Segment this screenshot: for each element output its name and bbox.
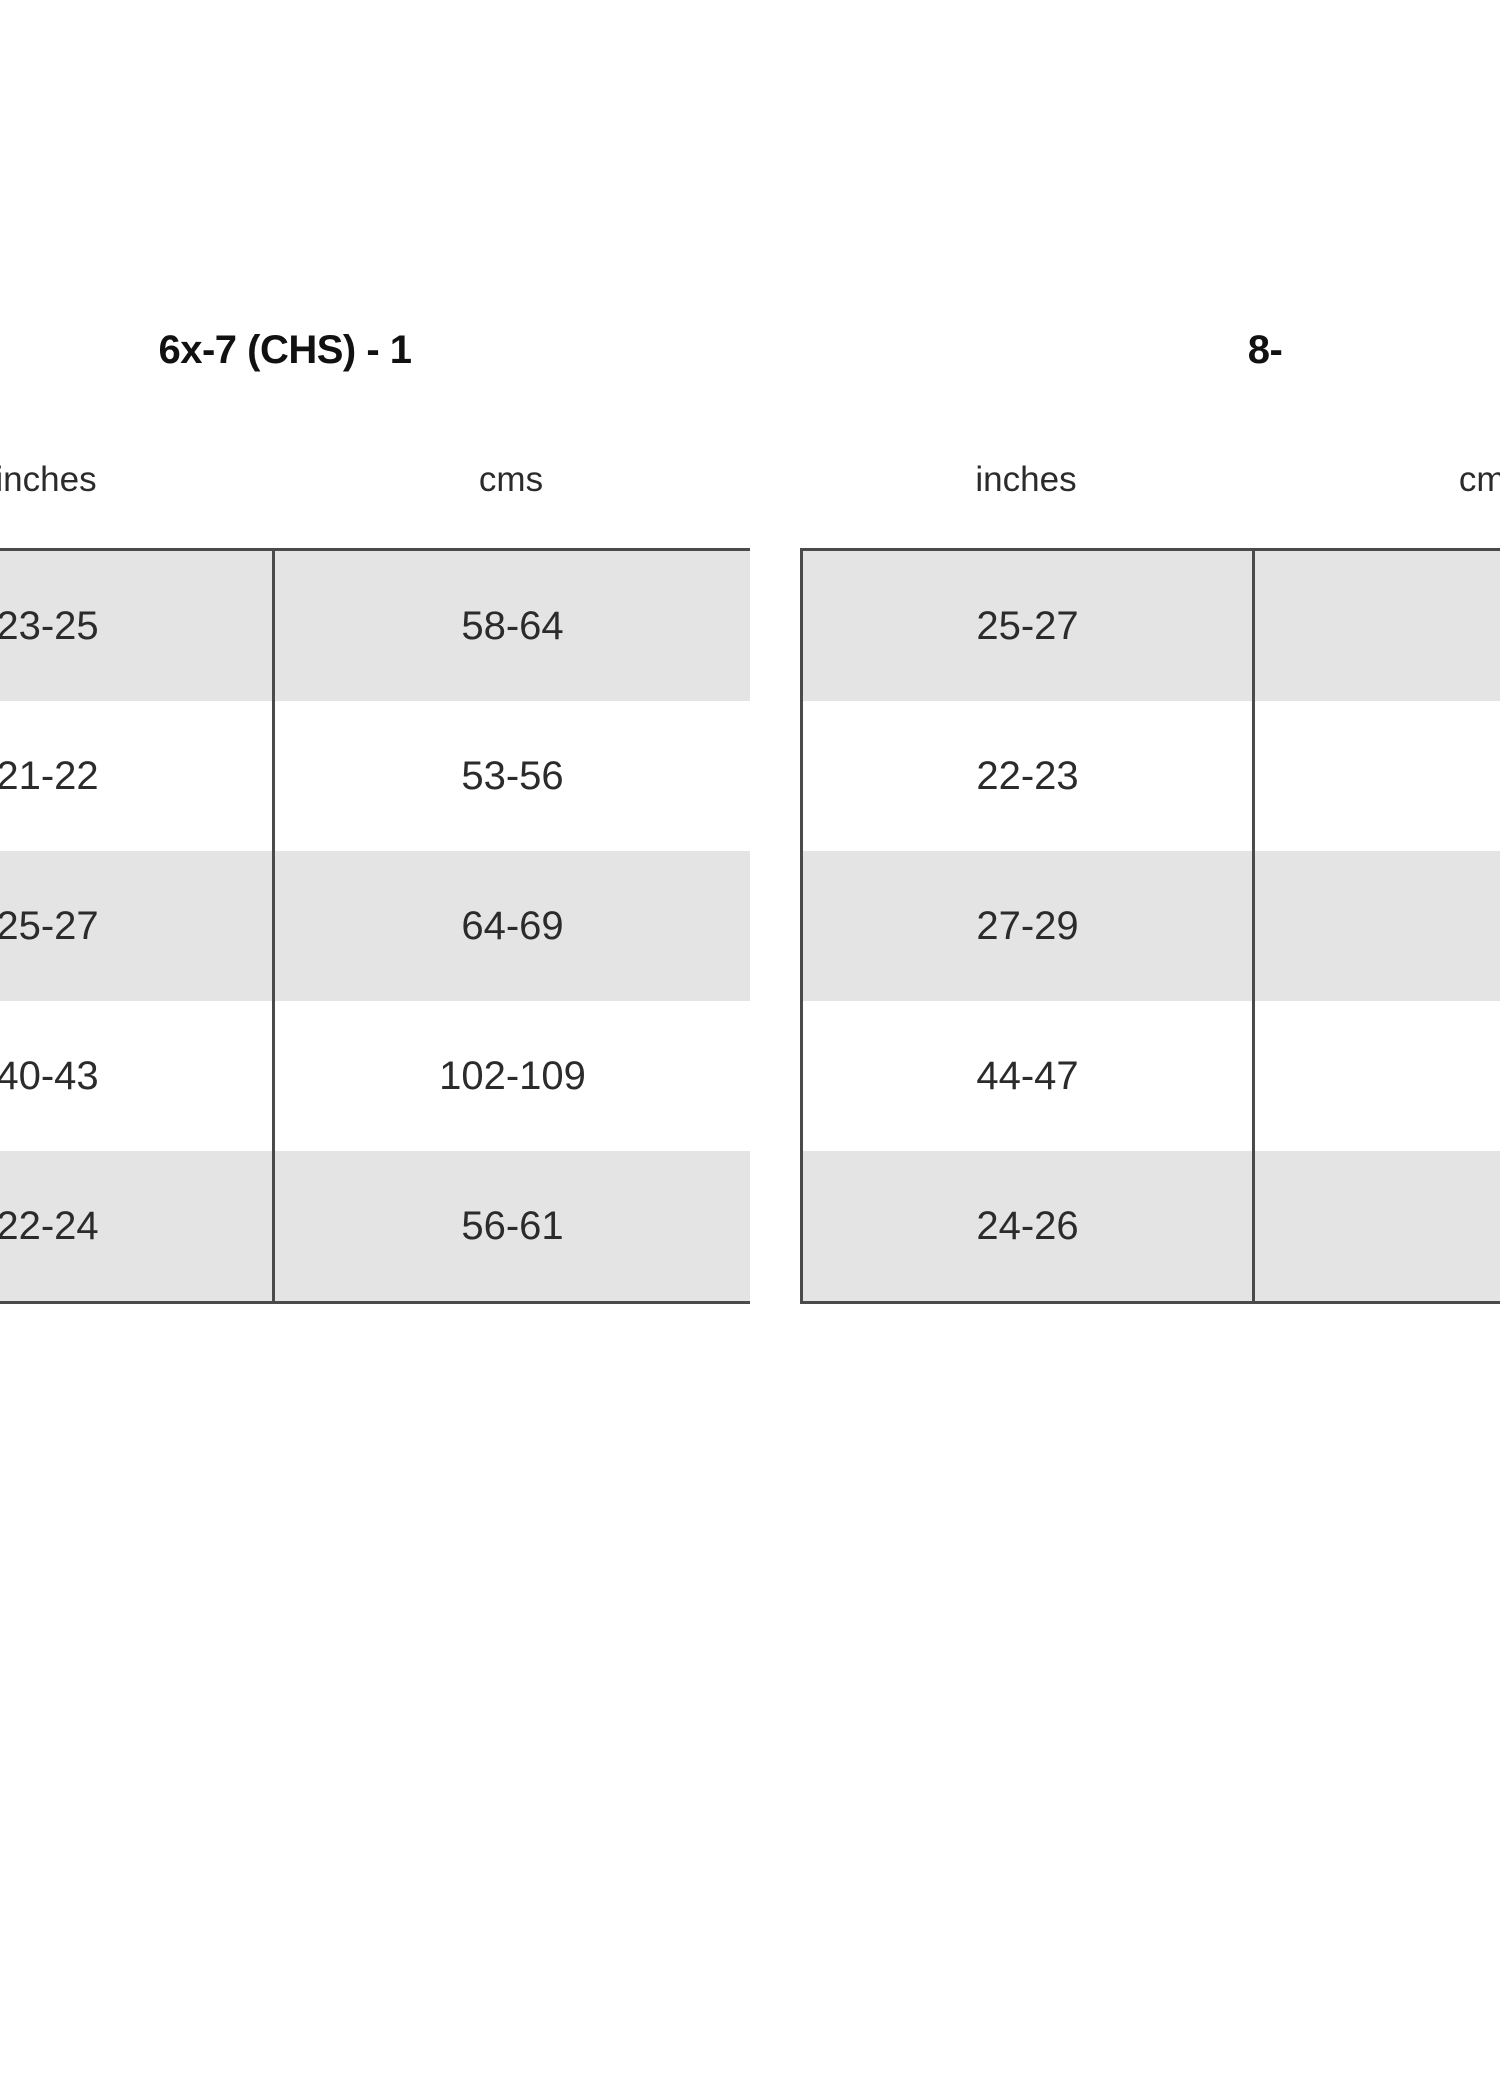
table-row: 25-27	[803, 551, 1500, 701]
table-row: 27-29	[803, 851, 1500, 1001]
cell-inches: 40-43	[0, 1001, 275, 1151]
cell-cms: 102-109	[439, 1053, 586, 1098]
size-chart-title-right: 8-	[1247, 328, 1283, 372]
table-row: 25-27 64-69	[0, 851, 750, 1001]
cell-inches: 27-29	[803, 851, 1255, 1001]
column-header-cms-left: cms	[478, 460, 544, 499]
cell-cms: 56-61	[461, 1203, 564, 1248]
cell-cms: 64-69	[461, 903, 564, 948]
cell-cms	[1255, 1151, 1500, 1301]
cell-cms	[1255, 701, 1500, 851]
table-row: 22-24 56-61	[0, 1151, 750, 1301]
cell-inches: 25-27	[803, 551, 1255, 701]
table-row: 21-22 53-56	[0, 701, 750, 851]
cell-inches: 23-25	[0, 551, 275, 701]
cell-inches: 25-27	[0, 851, 275, 1001]
cell-cms: 58-64	[461, 603, 564, 648]
column-header-row-right: inches cms	[800, 462, 1500, 512]
size-chart-grid-left: 23-25 58-64 21-22 53-56 25-27 64-69 40-4…	[0, 548, 750, 1304]
cell-inches: 22-24	[0, 1151, 275, 1301]
cell-cms	[1255, 1001, 1500, 1151]
column-header-inches-right: inches	[975, 460, 1077, 499]
cell-cms	[1255, 851, 1500, 1001]
cell-inches: 22-23	[803, 701, 1255, 851]
cell-cms	[1255, 551, 1500, 701]
cell-inches: 44-47	[803, 1001, 1255, 1151]
cell-cms: 53-56	[461, 753, 564, 798]
table-row: 23-25 58-64	[0, 551, 750, 701]
table-row: 44-47	[803, 1001, 1500, 1151]
column-header-cms-right: cms	[1458, 460, 1500, 499]
size-chart-block-left: 6x-7 (CHS) - 1 inches cms 23-25 58-64 21…	[0, 330, 750, 1304]
size-chart-title-left: 6x-7 (CHS) - 1	[158, 328, 412, 372]
column-header-inches-left: inches	[0, 460, 97, 499]
column-header-row-left: inches cms	[0, 462, 750, 512]
cell-inches: 24-26	[803, 1151, 1255, 1301]
size-chart-block-right: 8- inches cms 25-27 22-23 27-29 44-47	[800, 330, 1500, 1304]
table-row: 24-26	[803, 1151, 1500, 1301]
table-row: 40-43 102-109	[0, 1001, 750, 1151]
cell-inches: 21-22	[0, 701, 275, 851]
size-chart-grid-right: 25-27 22-23 27-29 44-47 24-26	[800, 548, 1500, 1304]
table-row: 22-23	[803, 701, 1500, 851]
